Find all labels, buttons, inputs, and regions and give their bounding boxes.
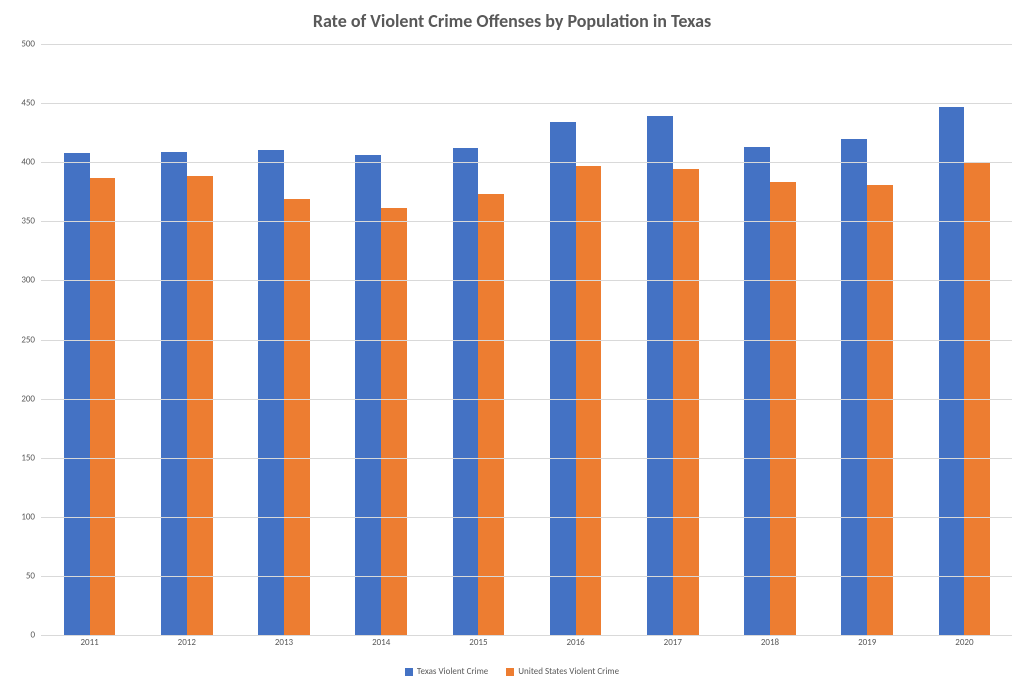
bar: [90, 178, 116, 635]
gridline: [41, 340, 1012, 341]
bar: [381, 208, 407, 635]
bar: [673, 169, 699, 635]
legend-swatch: [506, 668, 514, 676]
x-tick-label: 2015: [469, 637, 487, 648]
x-tick-label: 2018: [761, 637, 779, 648]
x-tick-label: 2017: [664, 637, 682, 648]
bar: [258, 150, 284, 635]
legend-item: United States Violent Crime: [506, 666, 619, 677]
gridline: [41, 44, 1012, 45]
y-tick-label: 250: [21, 334, 41, 345]
bar: [770, 182, 796, 635]
legend-item: Texas Violent Crime: [405, 666, 488, 677]
plot-area: 2011201220132014201520162017201820192020…: [40, 44, 1012, 635]
y-tick-label: 0: [30, 630, 41, 641]
bar: [744, 147, 770, 635]
y-tick-label: 350: [21, 216, 41, 227]
gridline: [41, 635, 1012, 636]
gridline: [41, 221, 1012, 222]
x-tick-label: 2014: [372, 637, 390, 648]
bar: [841, 139, 867, 635]
x-tick-label: 2012: [178, 637, 196, 648]
bar: [187, 176, 213, 635]
bar: [161, 152, 187, 635]
bar: [355, 155, 381, 635]
y-tick-label: 450: [21, 98, 41, 109]
x-axis: 2011 2012 2013 2014 2015 2016 2017 2018 2019 2020: [41, 635, 1012, 655]
x-tick-label: 2013: [275, 637, 293, 648]
chart-title: Rate of Violent Crime Offenses by Popula…: [0, 10, 1024, 32]
bar: [576, 166, 602, 635]
chart-container: Rate of Violent Crime Offenses by Popula…: [0, 0, 1024, 683]
gridline: [41, 458, 1012, 459]
legend: Texas Violent Crime United States Violent…: [0, 666, 1024, 677]
y-tick-label: 150: [21, 452, 41, 463]
bar: [478, 194, 504, 635]
bar: [647, 116, 673, 635]
gridline: [41, 280, 1012, 281]
bar: [284, 199, 310, 635]
gridline: [41, 103, 1012, 104]
bar: [939, 107, 965, 635]
legend-swatch: [405, 668, 413, 676]
bar: [867, 185, 893, 635]
bar: [550, 122, 576, 635]
x-tick-label: 2011: [80, 637, 98, 648]
gridline: [41, 576, 1012, 577]
y-tick-label: 200: [21, 393, 41, 404]
gridline: [41, 162, 1012, 163]
x-tick-label: 2016: [566, 637, 584, 648]
y-tick-label: 100: [21, 511, 41, 522]
y-tick-label: 500: [21, 39, 41, 50]
legend-label: Texas Violent Crime: [417, 666, 488, 677]
gridline: [41, 399, 1012, 400]
gridline: [41, 517, 1012, 518]
x-tick-label: 2020: [955, 637, 973, 648]
legend-label: United States Violent Crime: [518, 666, 619, 677]
y-tick-label: 400: [21, 157, 41, 168]
y-tick-label: 50: [26, 570, 41, 581]
y-tick-label: 300: [21, 275, 41, 286]
bar: [64, 153, 90, 635]
x-tick-label: 2019: [858, 637, 876, 648]
